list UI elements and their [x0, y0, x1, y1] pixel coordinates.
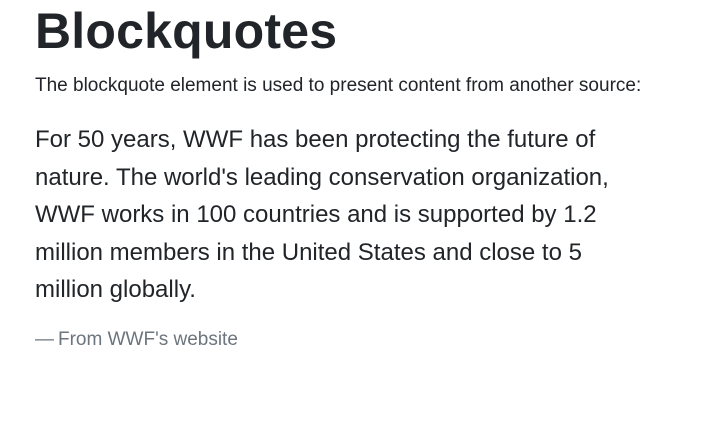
footer-dash: —	[35, 328, 54, 350]
blockquote-source: From WWF's website	[58, 328, 238, 350]
blockquote-text: For 50 years, WWF has been protecting th…	[35, 126, 609, 303]
blockquote: For 50 years, WWF has been protecting th…	[35, 121, 645, 309]
intro-paragraph: The blockquote element is used to presen…	[35, 75, 642, 96]
page-title: Blockquotes	[35, 3, 338, 59]
blockquote-footer: — From WWF's website	[35, 325, 645, 355]
